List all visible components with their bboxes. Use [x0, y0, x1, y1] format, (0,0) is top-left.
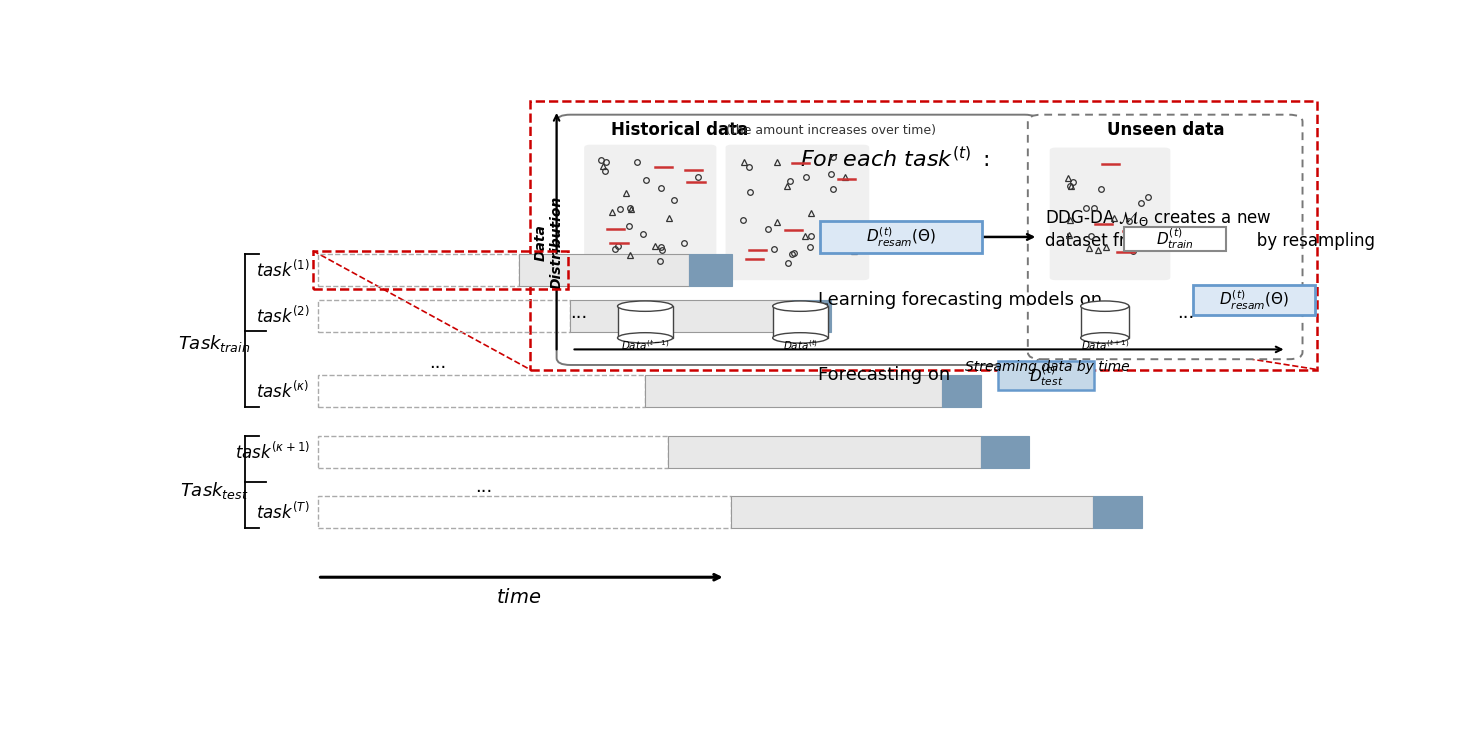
Text: $Data^{(t-1)}$: $Data^{(t-1)}$	[621, 338, 669, 352]
Text: Forecasting on: Forecasting on	[817, 366, 949, 384]
Bar	[1081, 306, 1129, 338]
Bar	[1093, 497, 1142, 528]
Bar	[571, 300, 792, 332]
Ellipse shape	[773, 301, 828, 312]
Bar	[617, 306, 673, 338]
Text: $task^{(\kappa+1)}$: $task^{(\kappa+1)}$	[234, 441, 310, 462]
Bar	[980, 436, 1029, 467]
FancyBboxPatch shape	[556, 115, 1038, 365]
Ellipse shape	[617, 301, 673, 312]
Ellipse shape	[1081, 301, 1129, 312]
Bar	[317, 254, 519, 286]
Text: $Task_{train}$: $Task_{train}$	[178, 333, 251, 354]
FancyBboxPatch shape	[531, 101, 1317, 369]
Bar	[773, 306, 828, 338]
Text: $Data^{(t+1)}$: $Data^{(t+1)}$	[1081, 338, 1129, 352]
Text: Historical data: Historical data	[611, 121, 749, 139]
Text: Learning forecasting models on: Learning forecasting models on	[817, 291, 1102, 309]
Text: $task^{(2)}$: $task^{(2)}$	[255, 306, 310, 327]
Text: $task^{(1)}$: $task^{(1)}$	[255, 259, 310, 281]
Text: $D_{test}^{(t)}$: $D_{test}^{(t)}$	[1029, 363, 1063, 388]
Text: DDG-DA $\mathcal{M}_\Theta$ creates a new: DDG-DA $\mathcal{M}_\Theta$ creates a ne…	[1046, 208, 1272, 228]
Text: Unseen data: Unseen data	[1106, 121, 1225, 139]
Text: $\mathit{For\ each\ }task^{(t)}\ :$: $\mathit{For\ each\ }task^{(t)}\ :$	[801, 147, 989, 172]
Bar	[731, 497, 1093, 528]
Bar	[313, 251, 568, 289]
Text: dataset from                    by resampling: dataset from by resampling	[1046, 232, 1375, 250]
Ellipse shape	[773, 333, 828, 343]
Text: ···: ···	[569, 309, 587, 327]
Text: $Data^{(t)}$: $Data^{(t)}$	[783, 338, 817, 352]
FancyBboxPatch shape	[1124, 226, 1225, 251]
Ellipse shape	[617, 333, 673, 343]
Text: $D_{train}^{(t)}$: $D_{train}^{(t)}$	[1157, 226, 1194, 251]
FancyBboxPatch shape	[1028, 115, 1302, 360]
Text: ···: ···	[1176, 309, 1194, 327]
Text: ···: ···	[476, 483, 492, 501]
Text: ···: ···	[430, 360, 446, 377]
Bar	[792, 300, 832, 332]
Text: (the amount increases over time): (the amount increases over time)	[722, 124, 936, 137]
Bar	[667, 436, 980, 467]
Bar	[942, 375, 980, 407]
Bar	[317, 497, 731, 528]
Bar	[519, 254, 688, 286]
Text: Data
Distribution: Data Distribution	[534, 196, 564, 289]
FancyBboxPatch shape	[725, 145, 869, 280]
Bar	[317, 436, 667, 467]
Text: $time$: $time$	[497, 588, 541, 607]
Bar	[317, 300, 571, 332]
FancyBboxPatch shape	[584, 145, 716, 280]
FancyBboxPatch shape	[820, 221, 982, 253]
FancyBboxPatch shape	[998, 361, 1094, 389]
Text: $task^{(\kappa)}$: $task^{(\kappa)}$	[257, 380, 310, 401]
Ellipse shape	[1081, 333, 1129, 343]
Bar	[645, 375, 942, 407]
Text: $D_{resam}^{(t)}(\Theta)$: $D_{resam}^{(t)}(\Theta)$	[866, 225, 936, 249]
FancyBboxPatch shape	[1194, 285, 1315, 315]
Text: $D_{resam}^{(t)}(\Theta)$: $D_{resam}^{(t)}(\Theta)$	[1219, 288, 1289, 312]
Text: $task^{(T)}$: $task^{(T)}$	[257, 502, 310, 523]
Text: $Task_{test}$: $Task_{test}$	[179, 480, 248, 501]
Text: Streaming data by time: Streaming data by time	[965, 360, 1130, 374]
Bar	[317, 375, 645, 407]
FancyBboxPatch shape	[1050, 148, 1170, 280]
Bar	[688, 254, 733, 286]
